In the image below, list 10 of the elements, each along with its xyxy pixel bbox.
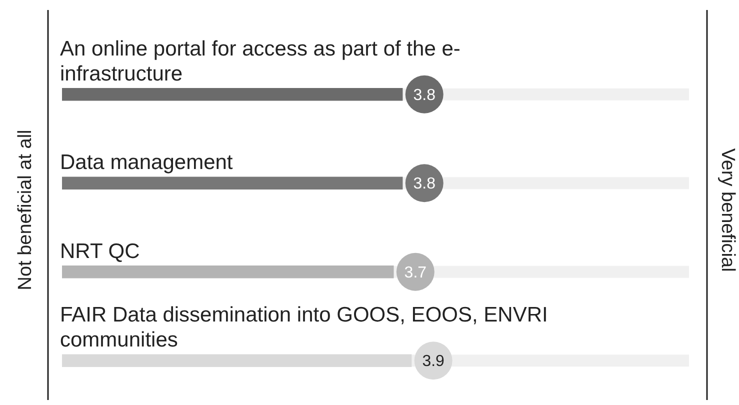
data-label: 3.8 (413, 176, 436, 193)
y-tick-label: Data management (60, 151, 233, 174)
y-tick-label: An online portal for access as part of the e-infrastructure (60, 37, 460, 86)
data-label: 3.7 (404, 264, 427, 282)
text: Very beneficial (716, 148, 738, 272)
data-label: 3.9 (422, 353, 445, 370)
y-tick-label: FAIR Data dissemination into GOOS, EOOS, ENVRI communities (60, 304, 548, 352)
y-tick-label: NRT QC (60, 240, 140, 263)
data-label: 3.8 (413, 86, 436, 104)
y-axis-title: Not beneficial at all (15, 130, 36, 290)
